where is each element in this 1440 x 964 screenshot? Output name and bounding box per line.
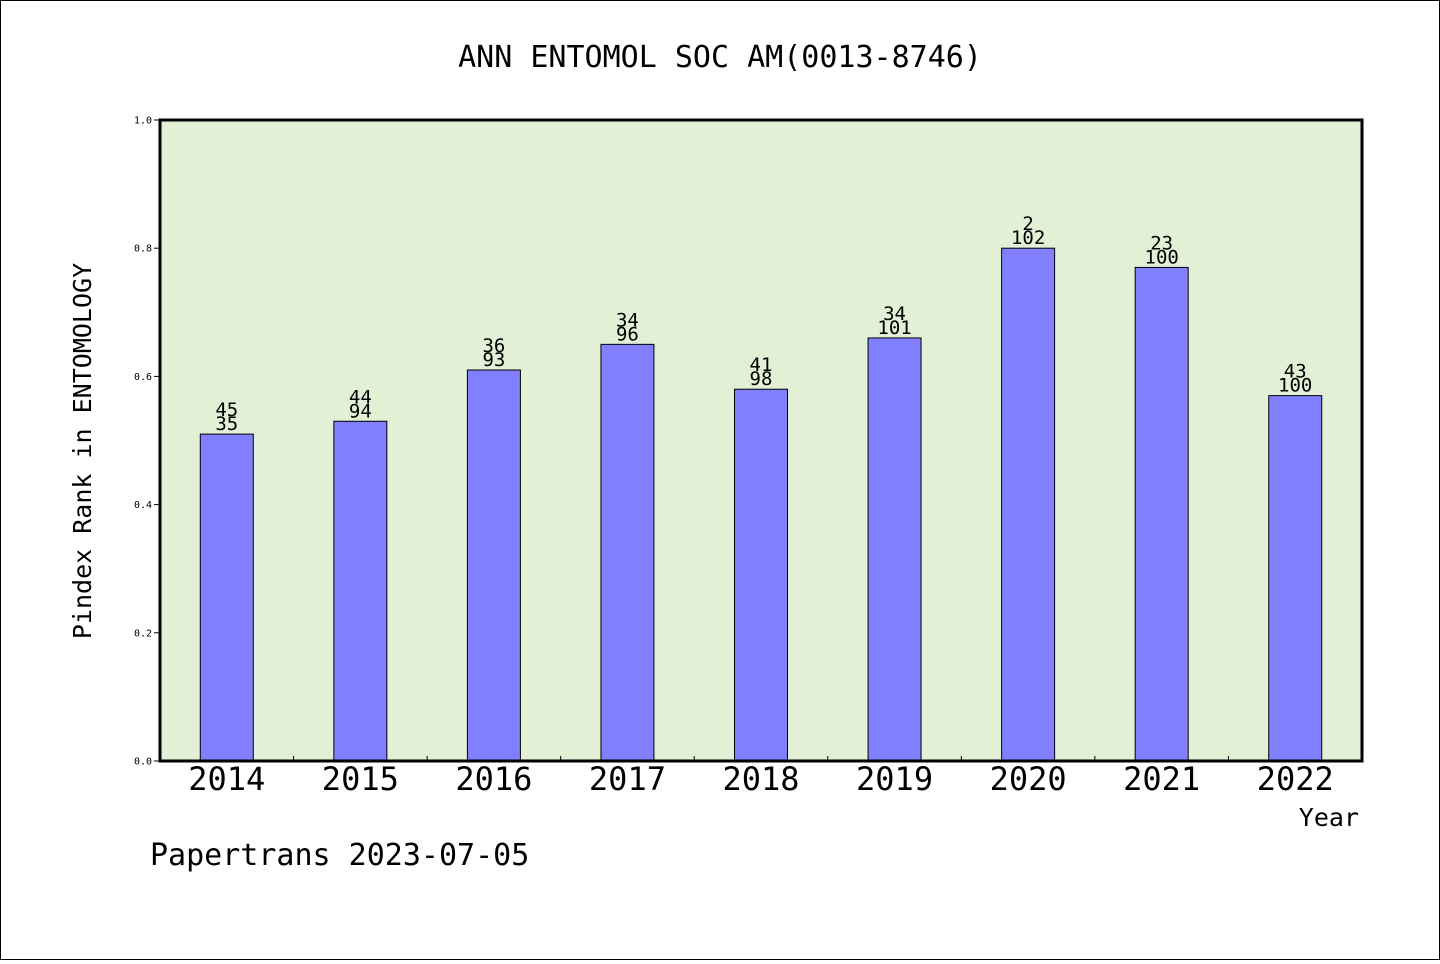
- bar: [466, 369, 521, 762]
- bar-label-bottom: 96: [616, 323, 639, 345]
- y-tick-label: 0.6: [134, 372, 152, 383]
- bar-label-top: 44: [349, 386, 372, 408]
- bar-label-top: 34: [883, 303, 906, 325]
- bar-label-top: 2: [1022, 213, 1033, 235]
- x-axis: 2014 2015 2016 2017 2018 2019 2020 2021 2022: [188, 756, 1334, 798]
- y-tick-label: 0.8: [134, 244, 152, 255]
- bar-label-top: 23: [1150, 232, 1173, 254]
- y-tick-label: 0.0: [134, 757, 152, 768]
- bar-label-top: 36: [482, 335, 505, 357]
- x-tick-label: 2018: [722, 760, 799, 798]
- y-tick-label: 0.2: [134, 628, 152, 639]
- bar-label-top: 41: [750, 354, 773, 376]
- bar-label-bottom: 102: [1011, 227, 1045, 249]
- bar-label-top: 45: [215, 399, 238, 421]
- chart-title: ANN ENTOMOL SOC AM(0013-8746): [458, 40, 982, 75]
- x-tick-label: 2020: [990, 760, 1067, 798]
- bar-label-bottom: 94: [349, 400, 372, 422]
- x-tick-label: 2017: [589, 760, 666, 798]
- x-tick-label: 2021: [1123, 760, 1200, 798]
- footer-text: Papertrans 2023-07-05: [150, 838, 529, 873]
- x-axis-label: Year: [1299, 803, 1359, 832]
- bar: [600, 343, 655, 762]
- bar-label-top: 34: [616, 309, 639, 331]
- bar-label-bottom: 35: [215, 413, 238, 435]
- x-tick-label: 2014: [188, 760, 265, 798]
- bar-series: [199, 247, 1323, 762]
- bar-label-bottom: 93: [482, 349, 505, 371]
- y-axis: 0.0 0.2 0.4 0.6 0.8 1.0: [134, 116, 160, 768]
- x-tick-label: 2022: [1257, 760, 1334, 798]
- bar: [1001, 247, 1056, 762]
- bar-label-bottom: 98: [750, 368, 773, 390]
- bar: [1134, 266, 1189, 762]
- bar: [1268, 395, 1323, 762]
- x-tick-label: 2016: [455, 760, 532, 798]
- bar-label-bottom: 100: [1145, 246, 1179, 268]
- y-axis-label: Pindex Rank in ENTOMOLOGY: [68, 263, 97, 639]
- y-tick-label: 1.0: [134, 116, 152, 127]
- bar-label-bottom: 100: [1278, 375, 1312, 397]
- bar-label-top: 43: [1284, 361, 1307, 383]
- plot-border: [158, 118, 1364, 763]
- x-tick-label: 2015: [322, 760, 399, 798]
- x-tick-label: 2019: [856, 760, 933, 798]
- bar: [199, 433, 254, 762]
- bar: [734, 388, 788, 762]
- y-tick-label: 0.4: [134, 500, 152, 511]
- bar: [333, 420, 388, 762]
- bar: [867, 337, 922, 762]
- bar-label-bottom: 101: [877, 317, 911, 339]
